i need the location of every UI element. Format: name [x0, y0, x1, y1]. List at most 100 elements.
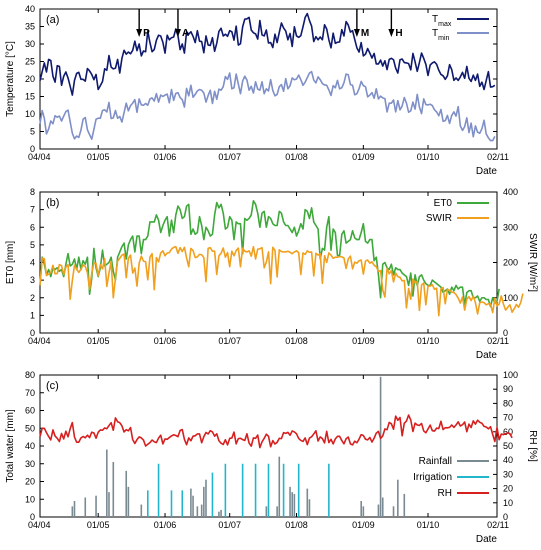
y-tick-label: 8 [30, 187, 35, 197]
annotation-label: M [361, 28, 369, 39]
legend-label: SWIR [426, 213, 452, 224]
legend-label: Irrigation [413, 472, 452, 483]
y-tick-label: 6 [30, 222, 35, 232]
x-tick-label: 04/04 [28, 152, 51, 162]
x-axis-label: Date [476, 534, 498, 545]
y2-tick-label: 30 [503, 469, 513, 479]
y2-tick-label: 10 [503, 498, 513, 508]
x-tick-label: 02/11 [487, 520, 509, 530]
y2-tick-label: 200 [503, 258, 518, 268]
x-tick-label: 01/09 [352, 152, 375, 162]
y-tick-label: 0 [30, 512, 35, 522]
y-tick-label: 4 [30, 258, 35, 268]
y-tick-label: 50 [25, 423, 35, 433]
x-tick-label: 02/11 [487, 336, 509, 346]
y-tick-label: 30 [25, 459, 35, 469]
y-axis-label: ET0 [mm] [5, 241, 16, 285]
panel-label: (c) [46, 380, 59, 392]
y2-tick-label: 100 [503, 293, 518, 303]
annotation-arrowhead [136, 29, 143, 37]
x-tick-label: 01/08 [285, 520, 308, 530]
y2-tick-label: 40 [503, 455, 513, 465]
y-tick-label: 3 [30, 275, 35, 285]
annotation-arrowhead [353, 29, 360, 37]
panel-label: (a) [46, 14, 59, 26]
y2-tick-label: 60 [503, 427, 513, 437]
t-max-series-line [39, 12, 496, 96]
y-tick-label: 10 [25, 494, 35, 504]
x-tick-label: 01/09 [352, 520, 375, 530]
x-tick-label: 01/10 [417, 152, 440, 162]
annotation-arrowhead [174, 29, 181, 37]
legend: ET0 SWIR [426, 198, 489, 224]
x-tick-label: 01/08 [285, 152, 308, 162]
y2-tick-label: 20 [503, 484, 513, 494]
x-tick-label: 02/11 [487, 152, 509, 162]
y-tick-label: 15 [25, 92, 35, 102]
x-tick-label: 01/07 [218, 520, 241, 530]
y-axis-label: Total water [mm] [5, 409, 16, 483]
y2-tick-label: 80 [503, 398, 513, 408]
legend: Rainfall Irrigation RH [413, 456, 489, 499]
legend-label: Tmax [432, 14, 452, 28]
x-tick-label: 01/10 [417, 520, 440, 530]
y-tick-label: 25 [25, 57, 35, 67]
x-tick-label: 01/08 [285, 336, 308, 346]
x-tick-label: 01/09 [352, 336, 375, 346]
x-tick-label: 01/05 [87, 520, 110, 530]
y-tick-label: 80 [25, 370, 35, 380]
y-tick-label: 1 [30, 310, 35, 320]
y-tick-label: 2 [30, 293, 35, 303]
y-tick-label: 0 [30, 328, 35, 338]
annotation-label: H [395, 28, 402, 39]
panel-label: (b) [46, 197, 59, 209]
x-tick-label: 04/04 [28, 336, 51, 346]
y2-tick-label: 0 [503, 328, 508, 338]
y2-axis-label: SWIR [W/m2] [527, 233, 539, 292]
t-min-series-line [39, 70, 496, 142]
y-tick-label: 40 [25, 441, 35, 451]
y-tick-label: 0 [30, 144, 35, 154]
x-tick-label: 01/05 [87, 152, 110, 162]
y-tick-label: 20 [25, 74, 35, 84]
annotation-label: A [182, 28, 189, 39]
x-tick-label: 01/06 [154, 152, 177, 162]
y-tick-label: 10 [25, 109, 35, 119]
y2-tick-label: 100 [503, 370, 518, 380]
chart-panel-1: 04/04 01/05 01/06 01/07 01/08 01/09 01/10 02/11… [5, 4, 509, 177]
x-tick-label: 01/07 [218, 152, 241, 162]
y-tick-label: 5 [30, 240, 35, 250]
chart-panel-2: 04/04 01/05 01/06 01/07 01/08 01/09 01/10 02/11… [5, 187, 539, 361]
rh-series-line [39, 414, 513, 449]
y-tick-label: 60 [25, 406, 35, 416]
chart-panel-3: 04/04 01/05 01/06 01/07 01/08 01/09 01/10 02/11… [5, 370, 538, 545]
x-tick-label: 01/07 [218, 336, 241, 346]
y2-tick-label: 70 [503, 413, 513, 423]
legend-label: RH [438, 488, 452, 499]
y-tick-label: 70 [25, 388, 35, 398]
y-tick-label: 5 [30, 127, 35, 137]
plot-frame [39, 8, 498, 150]
x-tick-label: 01/06 [154, 336, 177, 346]
x-tick-label: 01/05 [87, 336, 110, 346]
annotation-label: P [143, 28, 150, 39]
swir-series-line [39, 245, 524, 317]
y-tick-label: 7 [30, 205, 35, 215]
x-tick-label: 01/10 [417, 336, 440, 346]
y2-tick-label: 90 [503, 384, 513, 394]
y-tick-label: 30 [25, 39, 35, 49]
annotation-arrowhead [388, 29, 395, 37]
y2-axis-label: RH [%] [527, 430, 538, 462]
x-tick-label: 01/06 [154, 520, 177, 530]
y-axis-label: Temperature [°C] [5, 41, 16, 117]
y2-tick-label: 50 [503, 441, 513, 451]
x-axis-label: Date [476, 350, 498, 361]
legend-label: ET0 [434, 198, 453, 209]
y2-tick-label: 0 [503, 512, 508, 522]
y2-tick-label: 400 [503, 187, 518, 197]
y-tick-label: 35 [25, 22, 35, 32]
x-axis-label: Date [476, 166, 498, 177]
y-tick-label: 40 [25, 4, 35, 14]
